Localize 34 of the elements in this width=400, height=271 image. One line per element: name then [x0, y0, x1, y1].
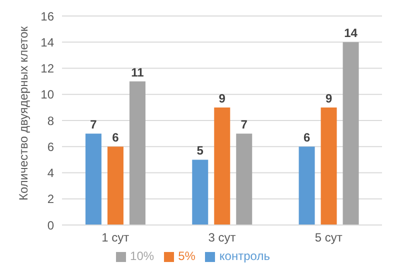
legend-label: 5%	[178, 249, 196, 263]
data-label: 9	[325, 91, 332, 106]
bar	[214, 107, 230, 225]
x-tick-label: 3 сут	[208, 230, 236, 245]
y-tick-label: 12	[40, 62, 54, 76]
y-tick-label: 16	[40, 9, 54, 24]
y-tick-label: 4	[47, 166, 54, 180]
y-tick-label: 0	[47, 218, 54, 232]
data-label: 6	[303, 130, 310, 145]
legend-label: контроль	[219, 249, 270, 263]
x-tick-label: 1 сут	[102, 230, 130, 245]
data-label: 6	[112, 130, 120, 145]
data-label: 7	[240, 118, 248, 132]
bar	[85, 134, 102, 225]
y-tick-label: 14	[40, 35, 54, 50]
bar	[342, 42, 359, 225]
y-axis-title: Количество двуядерных клеток	[16, 26, 30, 200]
data-label: 5	[196, 144, 204, 158]
y-tick-label: 2	[47, 192, 54, 206]
x-tick-label: 5 сут	[314, 230, 343, 245]
y-tick-label: 6	[47, 140, 54, 154]
y-tick-label: 8	[47, 114, 54, 128]
y-tick-label: 10	[40, 88, 54, 102]
data-label: 11	[131, 65, 144, 80]
bar	[320, 107, 337, 225]
bar	[192, 160, 208, 225]
data-label: 14	[344, 26, 358, 40]
bar	[236, 134, 252, 225]
data-label: 7	[90, 118, 98, 132]
data-label: 9	[218, 91, 226, 106]
bar	[129, 81, 146, 225]
legend-label: 10%	[130, 249, 154, 263]
bar	[298, 146, 315, 225]
bar	[107, 146, 124, 225]
